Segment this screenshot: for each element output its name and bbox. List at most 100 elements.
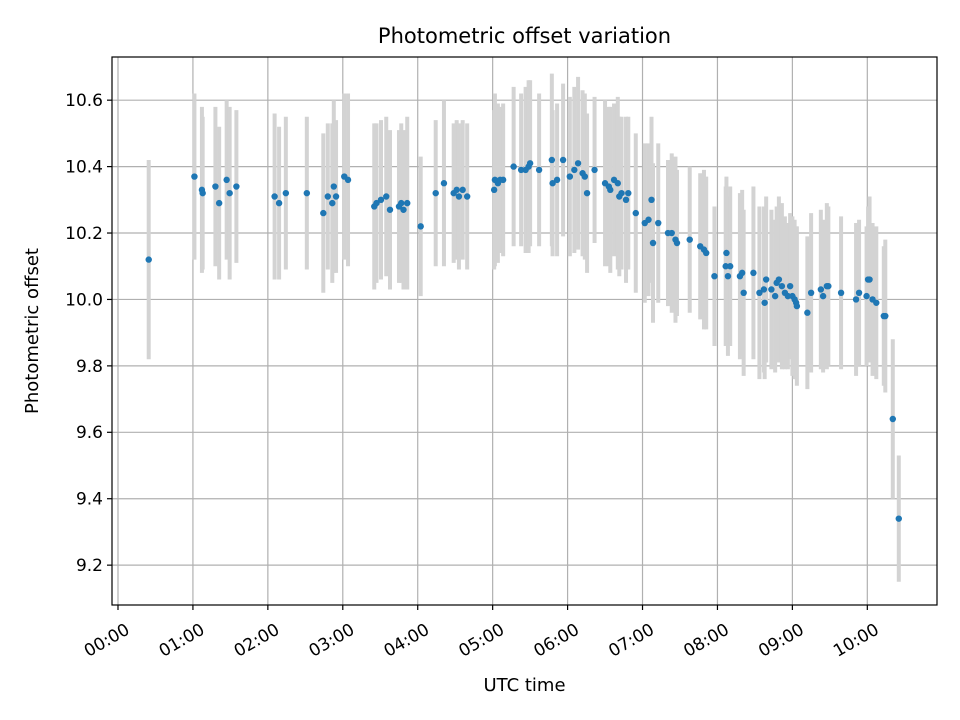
data-point (655, 219, 662, 227)
data-point (686, 236, 693, 243)
data-point (852, 296, 860, 303)
data-point (548, 156, 556, 164)
data-point (618, 189, 625, 197)
x-axis-label: UTC time (483, 675, 565, 696)
data-point (526, 160, 534, 167)
data-point (889, 415, 896, 423)
data-point (223, 176, 230, 184)
data-point (625, 189, 632, 197)
data-point (559, 156, 567, 164)
data-point (332, 193, 340, 200)
data-point (553, 176, 561, 184)
data-point (668, 229, 675, 237)
data-point (320, 209, 327, 217)
data-point (786, 282, 794, 290)
data-point (756, 289, 763, 297)
data-point (212, 183, 219, 190)
data-point (404, 199, 411, 207)
y-tick-label: 10.0 (65, 290, 103, 310)
data-point (895, 515, 902, 522)
data-point (726, 263, 734, 270)
chart-title: Photometric offset variation (378, 24, 671, 48)
data-point (762, 276, 770, 283)
data-point (723, 249, 730, 257)
data-point (807, 289, 815, 297)
data-point (583, 189, 591, 197)
data-point (226, 189, 233, 197)
data-point (510, 163, 517, 170)
data-point (463, 193, 471, 200)
data-point (517, 166, 525, 174)
data-point (386, 206, 394, 213)
data-point (804, 309, 811, 316)
data-point (591, 166, 598, 174)
data-point (771, 292, 779, 300)
y-tick-label: 9.4 (76, 490, 103, 510)
y-tick-label: 9.2 (76, 556, 103, 576)
data-point (622, 196, 630, 204)
data-point (566, 173, 574, 180)
data-point (673, 239, 681, 247)
data-points (145, 156, 902, 522)
data-point (855, 289, 863, 297)
data-point (866, 276, 873, 283)
data-point (275, 199, 283, 207)
data-point (703, 249, 710, 257)
data-point (417, 223, 424, 230)
plot-area-frame (111, 56, 938, 606)
data-point (571, 166, 578, 174)
data-point (455, 193, 463, 200)
data-point (711, 273, 718, 280)
data-point (614, 180, 621, 187)
data-point (377, 196, 385, 204)
data-point (383, 193, 390, 200)
data-point (750, 269, 757, 277)
data-point (724, 273, 732, 280)
data-point (740, 289, 747, 297)
data-point (459, 186, 466, 194)
data-point (649, 239, 657, 247)
data-point (738, 269, 746, 277)
data-point (882, 312, 889, 320)
data-point (863, 292, 870, 300)
data-point (453, 186, 460, 194)
data-point (282, 189, 290, 197)
data-point (607, 186, 614, 194)
data-point (535, 166, 543, 174)
y-tick-label: 9.6 (76, 423, 103, 443)
data-point (271, 193, 278, 200)
data-point (793, 302, 801, 310)
data-point (645, 216, 652, 223)
data-point (344, 176, 352, 184)
data-point (303, 189, 311, 197)
data-point (324, 193, 332, 200)
data-point (581, 173, 589, 180)
data-point (400, 206, 407, 213)
data-point (215, 199, 223, 207)
data-point (768, 286, 775, 293)
data-point (191, 173, 198, 180)
data-point (574, 160, 582, 167)
y-tick-label: 10.2 (65, 224, 103, 244)
data-point (784, 292, 792, 300)
data-point (490, 186, 498, 194)
data-point (398, 199, 405, 207)
data-point (440, 180, 448, 187)
data-point (432, 189, 439, 197)
data-point (873, 299, 880, 306)
data-point (233, 183, 240, 190)
data-point (722, 263, 729, 270)
data-point (549, 180, 556, 187)
data-point (837, 289, 845, 297)
data-point (329, 199, 336, 207)
data-point (373, 199, 380, 207)
data-point (199, 189, 206, 197)
data-point (648, 196, 655, 204)
data-point (499, 176, 507, 184)
data-point (761, 299, 768, 306)
data-point (760, 286, 768, 293)
data-point (819, 292, 827, 300)
data-point (632, 209, 639, 217)
